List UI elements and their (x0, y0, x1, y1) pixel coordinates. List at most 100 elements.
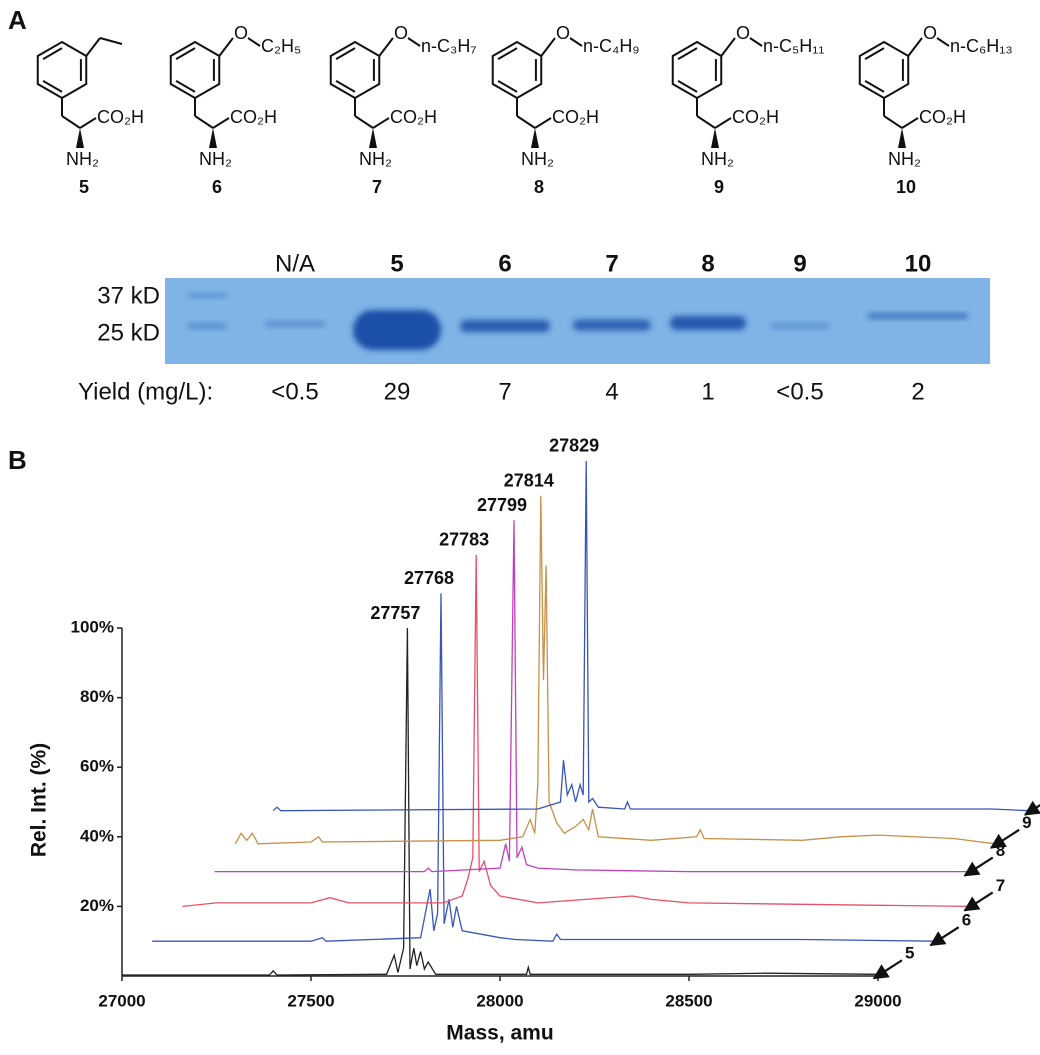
carboxyl: CO₂H (390, 107, 437, 127)
bond (677, 80, 698, 93)
bond (677, 47, 698, 60)
wedge-bond (209, 128, 217, 148)
bond (85, 37, 101, 57)
oxygen: O (923, 23, 937, 43)
bond (194, 115, 214, 129)
protein-band (670, 316, 746, 330)
panel-label: A (8, 5, 27, 35)
y-tick-label: 40% (80, 826, 114, 845)
x-tick-label: 27000 (98, 991, 145, 1010)
carboxyl: CO₂H (97, 107, 144, 127)
bond (175, 47, 196, 60)
bond (335, 47, 356, 60)
x-tick-label: 27500 (287, 991, 334, 1010)
spectrum-line (182, 554, 969, 908)
series-label: 5 (905, 944, 914, 963)
substituent: n-C₅H₁₁ (763, 36, 824, 56)
bond (569, 37, 583, 47)
lane-label: N/A (275, 250, 315, 277)
x-axis-label: Mass, amu (446, 1022, 553, 1045)
yield-value: <0.5 (271, 378, 318, 405)
substituent: n-C₃H₇ (421, 36, 477, 56)
structure: On-C₃H₇ CO₂H NH₂ 7 (329, 23, 477, 197)
bond (749, 37, 763, 47)
yield-value: 7 (498, 378, 511, 405)
spectrum-line (152, 593, 935, 942)
x-tick-label: 29000 (854, 991, 901, 1010)
panel-label: B (8, 445, 27, 475)
substituent: n-C₆H₁₃ (950, 36, 1013, 56)
marker-label: 25 kD (97, 319, 160, 346)
protein-band (353, 310, 441, 350)
compound-number: 7 (372, 177, 382, 197)
carboxyl: CO₂H (230, 107, 277, 127)
oxygen: O (234, 23, 248, 43)
y-axis-label: Rel. Int. (%) (28, 743, 51, 857)
bond (540, 37, 556, 57)
wedge-bond (531, 128, 539, 148)
bond (372, 117, 390, 129)
bond (61, 115, 81, 129)
bond (936, 37, 950, 47)
bond (247, 37, 261, 47)
peak-label: 27783 (439, 530, 489, 550)
bond (99, 37, 123, 45)
wedge-bond (369, 128, 377, 148)
marker-band (188, 323, 226, 329)
yield-value: 1 (701, 378, 714, 405)
compound-number: 10 (896, 177, 916, 197)
wedge-bond (711, 128, 719, 148)
lane-label: 7 (605, 250, 618, 277)
benzene-ring (36, 40, 88, 100)
benzene-ring (491, 40, 543, 100)
yield-value: 29 (384, 378, 411, 405)
protein-band (868, 313, 968, 319)
bond (901, 117, 919, 129)
structure: CO₂H NH₂ 5 (36, 37, 144, 197)
peak-label: 27829 (549, 436, 599, 456)
protein-band (265, 321, 325, 327)
yield-label: Yield (mg/L): (78, 378, 213, 405)
bond (883, 115, 903, 129)
yield-value: 2 (911, 378, 924, 405)
series-label: 9 (1022, 813, 1031, 832)
protein-band (770, 323, 830, 329)
bond (864, 47, 885, 60)
y-tick-label: 60% (80, 757, 114, 776)
bond (497, 47, 518, 60)
bond (79, 117, 97, 129)
marker-label: 37 kD (97, 282, 160, 309)
wedge-bond (898, 128, 906, 148)
amine: NH₂ (199, 149, 232, 169)
spectrum-line (234, 495, 996, 845)
y-tick-label: 20% (80, 896, 114, 915)
series-label: 8 (996, 841, 1005, 860)
protein-band (573, 319, 651, 331)
amine: NH₂ (359, 149, 392, 169)
spectrum-line (272, 460, 1030, 812)
bond (907, 37, 923, 57)
compound-number: 9 (714, 177, 724, 197)
compound-number: 8 (534, 177, 544, 197)
series-arrow (963, 856, 994, 877)
benzene-ring (169, 40, 221, 100)
wedge-bond (76, 128, 84, 148)
bond (407, 37, 421, 47)
peak-label: 27814 (504, 471, 554, 491)
peak-label: 27768 (404, 568, 454, 588)
benzene-ring (858, 40, 910, 100)
marker-band (188, 293, 226, 298)
amine: NH₂ (888, 149, 921, 169)
series-label: 7 (996, 876, 1005, 895)
lane-label: 5 (390, 250, 403, 277)
structure: On-C₅H₁₁ CO₂H NH₂ 9 (671, 23, 824, 197)
lane-label: 8 (701, 250, 714, 277)
substituent: C₂H₅ (261, 36, 301, 56)
amine: NH₂ (521, 149, 554, 169)
bond (534, 117, 552, 129)
lane-label: 9 (793, 250, 806, 277)
yield-value: 4 (605, 378, 618, 405)
bond (218, 37, 234, 57)
bond (212, 117, 230, 129)
